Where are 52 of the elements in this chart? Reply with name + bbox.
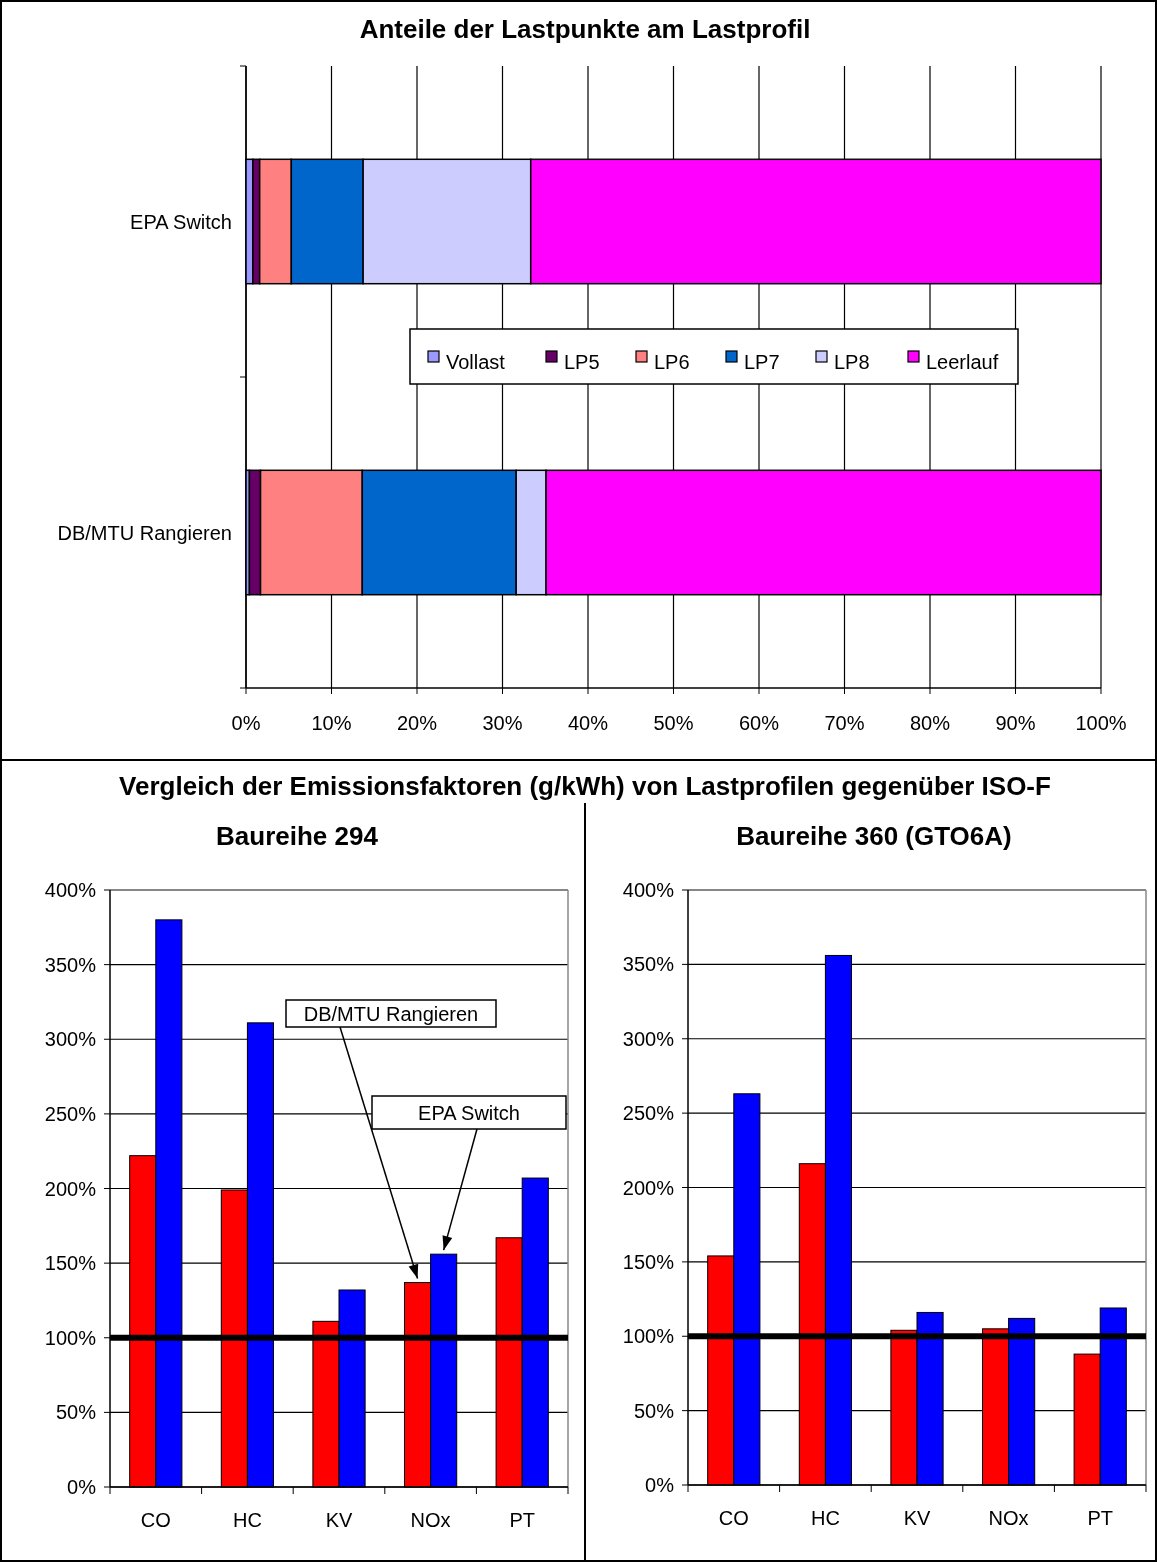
y-tick-label: 50%	[633, 1399, 675, 1422]
x-tick-label: 10%	[311, 712, 352, 734]
y-tick-label: 0%	[645, 1474, 675, 1496]
chart-title: Vergleich der Emissionsfaktoren (g/kWh) von Lastprofilen gegenüber ISO-F	[119, 771, 1051, 801]
x-tick-label: 0%	[231, 712, 261, 734]
x-tick-label: CO	[140, 1509, 171, 1531]
chart-subtitle: Baureihe 294	[216, 821, 379, 851]
x-tick-label: KV	[325, 1509, 353, 1531]
chart-title: Anteile der Lastpunkte am Lastprofil	[359, 14, 811, 44]
y-tick-label: 100%	[622, 1325, 675, 1348]
x-tick-label: 80%	[909, 712, 951, 734]
y-tick-label: DB/MTU Rangieren	[57, 521, 232, 544]
x-tick-label: 20%	[396, 712, 438, 734]
x-tick-label: KV	[903, 1507, 931, 1529]
x-tick-label: 90%	[995, 712, 1036, 734]
x-tick-label: 70%	[824, 712, 865, 734]
y-tick-label: 150%	[622, 1250, 675, 1273]
y-tick-label: 200%	[44, 1177, 97, 1200]
x-tick-label: 60%	[738, 712, 780, 734]
y-tick-label: 400%	[44, 879, 97, 901]
y-tick-label: 0%	[67, 1476, 97, 1498]
legend-label: LP6	[654, 351, 690, 373]
x-tick-label: CO	[718, 1507, 749, 1529]
x-tick-label: 30%	[482, 712, 523, 734]
y-tick-label: 350%	[622, 953, 675, 976]
x-tick-label: HC	[810, 1507, 840, 1529]
chart-title: Baureihe 360 (GTO6A)	[736, 821, 1012, 851]
y-tick-label: 300%	[44, 1028, 97, 1051]
x-tick-label: HC	[232, 1509, 262, 1531]
legend-label: Leerlauf	[926, 351, 999, 373]
text: EPA Switch	[418, 1101, 520, 1124]
y-tick-label: 100%	[44, 1326, 97, 1349]
x-tick-label: NOx	[410, 1509, 451, 1531]
x-tick-label: 40%	[567, 712, 609, 734]
y-tick-label: 50%	[55, 1401, 97, 1424]
y-tick-label: 250%	[622, 1102, 675, 1125]
y-tick-label: 350%	[44, 953, 97, 976]
y-tick-label: 200%	[622, 1176, 675, 1199]
x-tick-label: 50%	[653, 712, 694, 734]
x-tick-label: PT	[1087, 1507, 1113, 1529]
y-tick-label: 300%	[622, 1027, 675, 1050]
y-tick-label: 250%	[44, 1102, 97, 1125]
x-tick-label: PT	[509, 1509, 535, 1531]
legend-label: LP5	[564, 351, 600, 373]
x-tick-label: NOx	[988, 1507, 1029, 1529]
y-tick-label: 400%	[622, 879, 675, 901]
legend-label: LP8	[834, 351, 870, 373]
text: DB/MTU Rangieren	[303, 1002, 479, 1025]
x-tick-label: 100%	[1075, 712, 1127, 734]
y-tick-label: 150%	[44, 1252, 97, 1275]
legend-label: Vollast	[446, 351, 506, 373]
legend-label: LP7	[744, 351, 780, 373]
